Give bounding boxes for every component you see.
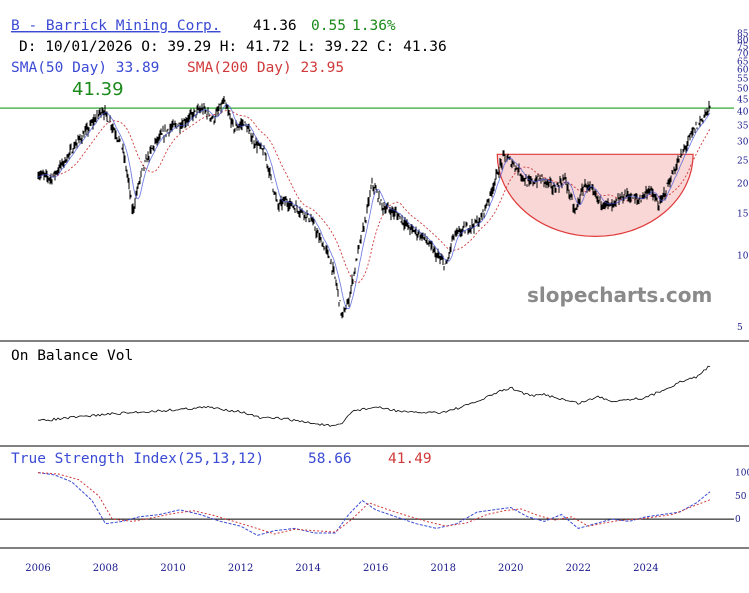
price-y-tick-label: 40 xyxy=(737,108,749,118)
price-y-tick-label: 5 xyxy=(737,323,743,333)
price-y-tick-label: 20 xyxy=(737,179,749,189)
x-tick-label: 2022 xyxy=(566,563,591,574)
price-y-tick-label: 65 xyxy=(737,57,749,67)
tsi-value: 58.66 xyxy=(308,451,352,467)
signal-value: 41.49 xyxy=(388,451,432,467)
sma200-legend: SMA(200 Day) 23.95 xyxy=(187,60,344,76)
price-y-tick-label: 70 xyxy=(737,50,749,60)
sma50-line-group xyxy=(37,104,711,310)
x-tick-label: 2008 xyxy=(93,563,118,574)
x-tick-label: 2014 xyxy=(295,563,320,574)
price-y-tick-label: 60 xyxy=(737,66,749,76)
x-tick-label: 2016 xyxy=(363,563,388,574)
sma50-line xyxy=(37,104,711,310)
x-tick-label: 2020 xyxy=(498,563,523,574)
price-y-tick-label: 35 xyxy=(737,122,749,132)
price-y-tick-label: 55 xyxy=(737,75,749,85)
x-axis: 2006 2008 2010 2012 2014 2016 2018 2020 2022 2024 xyxy=(25,563,658,574)
x-tick-label: 2010 xyxy=(160,563,185,574)
obv-line-group xyxy=(37,365,711,427)
ohlc-readout: D: 10/01/2026 O: 39.29 H: 41.72 L: 39.22… xyxy=(19,39,447,55)
x-tick-label: 2012 xyxy=(228,563,253,574)
price-y-tick-label: 75 xyxy=(737,43,749,53)
price-y-tick-label: 80 xyxy=(737,36,749,46)
price-y-tick-label: 25 xyxy=(737,156,749,166)
tsi-y-tick-label: 50 xyxy=(735,492,747,502)
price-y-tick-label: 45 xyxy=(737,95,749,105)
tsi-signal-line xyxy=(37,472,711,535)
symbol-link[interactable]: B - Barrick Mining Corp. xyxy=(11,18,221,34)
obv-line xyxy=(37,365,711,427)
obv-title: On Balance Vol xyxy=(11,348,133,364)
tsi-y-axis: 100 50 0 xyxy=(735,469,749,525)
tsi-line xyxy=(37,472,711,536)
tsi-y-tick-label: 0 xyxy=(735,515,741,525)
price-y-tick-label: 30 xyxy=(737,137,749,147)
resistance-label: 41.39 xyxy=(72,79,124,100)
tsi-lines xyxy=(0,472,734,536)
tsi-y-tick-label: 100 xyxy=(735,469,749,479)
price-y-tick-label: 15 xyxy=(737,209,749,219)
tsi-title: True Strength Index(25,13,12) xyxy=(11,451,264,467)
price-change: 0.55 xyxy=(311,18,346,34)
x-tick-label: 2018 xyxy=(430,563,455,574)
price-y-tick-label: 85 xyxy=(737,30,749,40)
price-y-tick-label: 50 xyxy=(737,85,749,95)
watermark: slopecharts.com xyxy=(527,283,712,307)
price-change-pct: 1.36% xyxy=(352,18,396,34)
x-tick-label: 2024 xyxy=(633,563,658,574)
price-y-tick-label: 10 xyxy=(737,251,749,261)
last-price: 41.36 xyxy=(253,18,297,34)
x-tick-label: 2006 xyxy=(25,563,50,574)
sma50-legend: SMA(50 Day) 33.89 xyxy=(11,60,159,76)
